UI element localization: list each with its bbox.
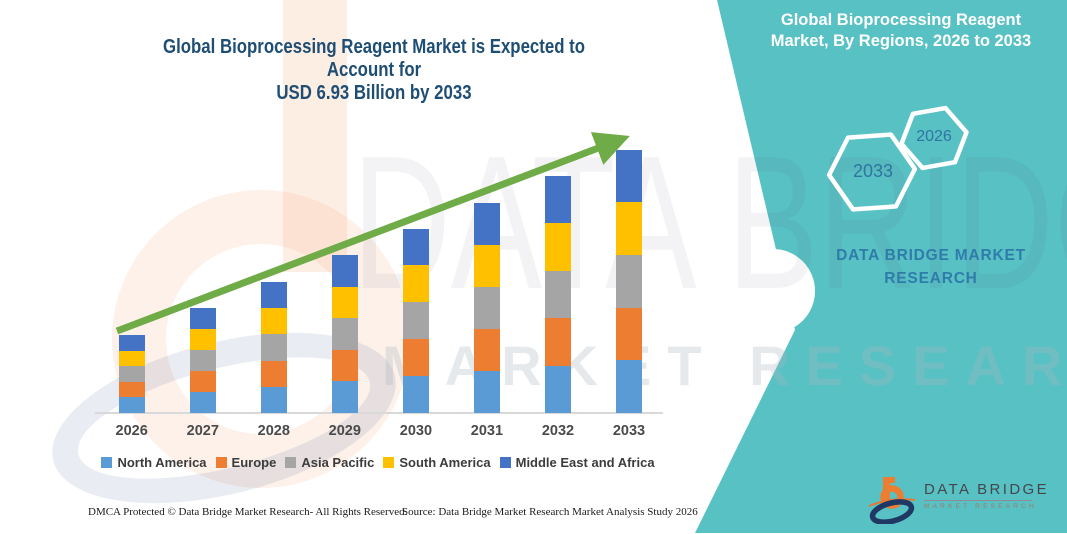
- bar-segment: [118, 397, 145, 413]
- legend-item: Asia Pacific: [285, 455, 374, 470]
- year-hexagons: [826, 105, 969, 212]
- panel-edge-rounding: [731, 249, 815, 333]
- legend-label: North America: [117, 455, 207, 470]
- stacked-bar-2032: [545, 176, 571, 413]
- x-axis-label-2028: 2028: [257, 423, 290, 439]
- hexagon-2033-label: 2033: [852, 161, 894, 181]
- bar-segment: [331, 381, 358, 413]
- hexagon-2033: [826, 132, 918, 212]
- bar-segment: [189, 350, 216, 371]
- legend-label: Middle East and Africa: [515, 455, 655, 470]
- legend-label: Asia Pacific: [301, 455, 375, 470]
- legend-item: South America: [383, 455, 491, 470]
- legend-swatch: [383, 457, 395, 468]
- x-axis-line: [95, 412, 663, 414]
- bar-segment: [331, 318, 358, 350]
- hexagon-2026-label: 2026: [916, 128, 952, 145]
- bar-segment: [189, 371, 216, 392]
- chart-title-line2: USD 6.93 Billion by 2033: [276, 82, 472, 104]
- bar-segment: [473, 286, 500, 329]
- legend-label: Europe: [231, 455, 277, 470]
- panel-title-line2: Market, By Regions, 2026 to 2033: [770, 32, 1032, 50]
- logo-subtitle: MARKET RESEARCH: [924, 502, 1037, 510]
- source-text: Source: Data Bridge Market Research Mark…: [402, 506, 698, 518]
- brand-text: DATA BRIDGE MARKET RESEARCH: [818, 244, 1044, 290]
- bar-segment: [545, 270, 571, 319]
- legend-swatch: [215, 457, 227, 468]
- bar-segment: [260, 386, 287, 413]
- bar-segment: [260, 360, 287, 387]
- legend-label: South America: [399, 455, 491, 470]
- x-axis-label-2030: 2030: [399, 423, 433, 439]
- stacked-bar-2031: [473, 202, 500, 413]
- legend-item: North America: [101, 455, 207, 470]
- bar-segment: [402, 302, 429, 340]
- logo-name: DATA BRIDGE: [924, 480, 1050, 498]
- bar-segment: [616, 149, 642, 203]
- legend-swatch: [101, 457, 113, 468]
- bar-segment: [118, 381, 145, 398]
- bar-segment: [402, 376, 429, 413]
- logo-divider: [924, 499, 1032, 501]
- bar-segment: [189, 392, 216, 413]
- chart-title: Global Bioprocessing Reagent Market is E…: [140, 36, 609, 105]
- x-axis-label-2032: 2032: [541, 423, 575, 439]
- bar-segment: [616, 360, 642, 413]
- bar-segment: [118, 335, 145, 351]
- panel-title-line1: Global Bioprocessing Reagent: [780, 11, 1022, 29]
- company-logo: DATA BRIDGE MARKET RESEARCH: [866, 466, 1056, 524]
- bar-segment: [545, 365, 571, 413]
- x-axis-label-2026: 2026: [115, 423, 148, 439]
- chart-title-line1: Global Bioprocessing Reagent Market is E…: [163, 36, 585, 81]
- brand-text-line2: RESEARCH: [884, 270, 978, 287]
- bar-segment: [331, 286, 358, 319]
- x-axis-label-2033: 2033: [612, 423, 646, 439]
- stacked-bar-2027: [189, 308, 216, 413]
- bar-segment: [545, 176, 571, 224]
- legend-swatch: [285, 457, 297, 468]
- x-axis-label-2031: 2031: [470, 423, 504, 439]
- legend-item: Middle East and Africa: [499, 455, 655, 470]
- bar-segment: [616, 307, 642, 361]
- bar-segment: [402, 228, 429, 266]
- stacked-bar-2029: [331, 255, 358, 413]
- bar-segment: [473, 328, 500, 371]
- bar-segment: [402, 265, 429, 303]
- bar-segment: [545, 318, 571, 366]
- bar-segment: [189, 329, 216, 350]
- panel-title: Global Bioprocessing Reagent Market, By …: [748, 10, 1054, 52]
- bar-segment: [473, 244, 500, 287]
- legend: North America Europe Asia Pacific South Ame…: [88, 455, 668, 470]
- bar-segment: [118, 366, 145, 382]
- bar-segment: [260, 282, 287, 309]
- x-axis-label-2027: 2027: [186, 423, 219, 439]
- bar-segment: [402, 339, 429, 377]
- stacked-bar-2028: [260, 282, 287, 413]
- bar-segment: [473, 370, 500, 413]
- bar-segment: [616, 202, 642, 255]
- hexagon-2026: [899, 105, 969, 171]
- bar-segment: [118, 350, 145, 367]
- bar-segment: [260, 334, 287, 361]
- bar-segment: [545, 223, 571, 271]
- bar-segment: [331, 255, 358, 287]
- bar-segment: [331, 349, 358, 382]
- copyright-text: DMCA Protected © Data Bridge Market Rese…: [88, 506, 408, 518]
- bar-segment: [616, 254, 642, 308]
- bar-segment: [189, 308, 216, 329]
- stacked-bar-2033: [616, 149, 642, 413]
- bar-segment: [473, 202, 500, 245]
- brand-text-line1: DATA BRIDGE MARKET: [836, 247, 1026, 264]
- stacked-bar-2030: [402, 228, 429, 413]
- bar-segment: [260, 308, 287, 335]
- legend-swatch: [499, 457, 511, 468]
- stacked-bar-2026: [118, 335, 145, 413]
- legend-item: Europe: [215, 455, 277, 470]
- company-logo-icon: [868, 477, 916, 524]
- x-axis-label-2029: 2029: [328, 423, 361, 439]
